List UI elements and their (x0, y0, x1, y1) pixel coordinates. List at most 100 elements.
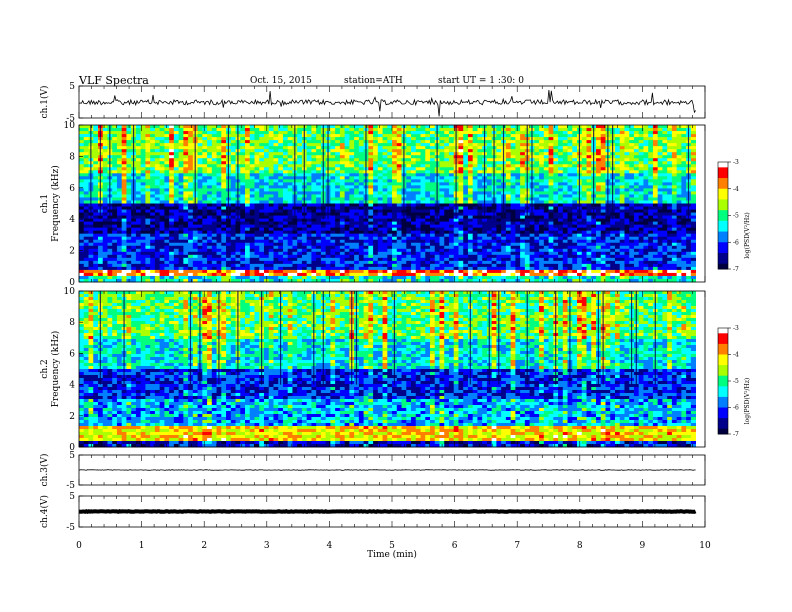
spectrogram-cell (339, 188, 346, 192)
spectrogram-cell (116, 206, 123, 210)
spectrogram-cell (553, 170, 559, 174)
spectrogram-cell (154, 143, 161, 147)
spectrogram-cell (354, 140, 360, 144)
spectrogram-cell (425, 209, 431, 213)
spectrogram-cell (335, 224, 341, 229)
spectrogram-cell (586, 152, 592, 156)
spectrogram-cell (534, 191, 540, 195)
spectrogram-cell (539, 179, 545, 183)
spectrogram-cell (586, 188, 592, 192)
spectrogram-cell (543, 212, 549, 216)
spectrogram-cell (140, 188, 146, 192)
spectrogram-cell (112, 179, 118, 183)
spectrogram-cell (472, 137, 478, 141)
spectrogram-cell (662, 158, 668, 162)
spectrogram-cell (681, 212, 687, 216)
spectrogram-cell (164, 200, 170, 204)
spectrogram-cell (382, 224, 388, 229)
spectrogram-cell (178, 155, 184, 159)
spectrogram-cell (249, 236, 255, 241)
spectrogram-cell (207, 197, 213, 201)
spectrogram-cell (259, 164, 265, 168)
spectrogram-cell (178, 233, 184, 238)
spectrogram-cell (259, 203, 265, 207)
spectrogram-cell (562, 224, 568, 229)
spectrogram-cell (263, 167, 270, 171)
spectrogram-cell (145, 161, 151, 165)
spectrogram-cell (297, 197, 303, 201)
spectrogram-cell (520, 215, 526, 219)
spectrogram-cell (207, 140, 213, 144)
spectrogram-cell (230, 170, 236, 174)
spectrogram-cell (183, 155, 189, 159)
spectrogram-cell (448, 176, 455, 180)
spectrogram-cell (335, 173, 341, 177)
spectrogram-cell (586, 176, 592, 180)
spectrogram-cell (415, 137, 421, 141)
spectrogram-cell (439, 179, 445, 183)
spectrogram-cell (633, 200, 640, 204)
spectrogram-cell (287, 161, 293, 165)
spectrogram-cell (382, 221, 388, 226)
spectrogram-cell (439, 131, 445, 135)
spectrogram-cell (458, 197, 464, 201)
spectrogram-cell (197, 146, 203, 150)
spectrogram-cell (662, 152, 668, 156)
spectrogram-cell (339, 233, 346, 238)
spectrogram-cell (472, 212, 478, 216)
spectrogram-cell (297, 167, 303, 171)
spectrogram-cell (415, 206, 421, 210)
spectrogram-cell (358, 191, 364, 195)
spectrogram-cell (681, 197, 687, 201)
spectrogram-cell (581, 197, 587, 201)
spectrogram-cell (297, 173, 303, 177)
spectrogram-cell (306, 200, 312, 204)
spectrogram-cell (112, 215, 118, 219)
spectrogram-cell (415, 173, 421, 177)
spectrogram-cell (121, 215, 127, 219)
spectrogram-cell (358, 143, 364, 147)
spectrogram-cell (439, 164, 445, 168)
spectrogram-cell (396, 167, 402, 171)
spectrogram-cell (444, 155, 450, 159)
spectrogram-cell (420, 218, 426, 223)
spectrogram-cell (202, 131, 208, 135)
spectrogram-cell (624, 143, 630, 147)
spectrogram-cell (676, 164, 682, 168)
spectrogram-cell (349, 197, 355, 201)
spectrogram-cell (320, 236, 327, 241)
spectrogram-cell (278, 155, 284, 159)
spectrogram-cell (221, 227, 227, 232)
spectrogram-cell (463, 233, 469, 238)
spectrogram-cell (562, 215, 568, 219)
spectrogram-cell (126, 146, 132, 150)
spectrogram-cell (548, 185, 554, 189)
spectrogram-cell (543, 221, 549, 226)
spectrogram-cell (145, 209, 151, 213)
spectrogram-cell (112, 173, 118, 177)
spectrogram-cell (164, 146, 170, 150)
spectrogram-cell (477, 128, 483, 132)
spectrogram-cell (392, 197, 398, 201)
spectrogram-cell (330, 131, 336, 135)
spectrogram-cell (344, 233, 350, 238)
spectrogram-cell (586, 212, 592, 216)
spectrogram-cell (311, 230, 317, 235)
spectrogram-cell (287, 197, 293, 201)
spectrogram-cell (586, 170, 592, 174)
spectrogram-cell (567, 146, 573, 150)
spectrogram-cell (667, 164, 673, 168)
spectrogram-cell (169, 179, 175, 183)
spectrogram-cell (382, 149, 388, 153)
spectrogram-cell (396, 215, 402, 219)
spectrogram-cell (126, 188, 132, 192)
spectrogram-cell (548, 143, 554, 147)
spectrogram-cell (387, 191, 393, 195)
spectrogram-cell (354, 194, 360, 198)
spectrogram-cell (382, 161, 388, 165)
spectrogram-cell (373, 194, 379, 198)
spectrogram-cell (339, 149, 346, 153)
spectrogram-cell (79, 191, 85, 195)
spectrogram-cell (472, 191, 478, 195)
spectrogram-cell (349, 224, 355, 229)
